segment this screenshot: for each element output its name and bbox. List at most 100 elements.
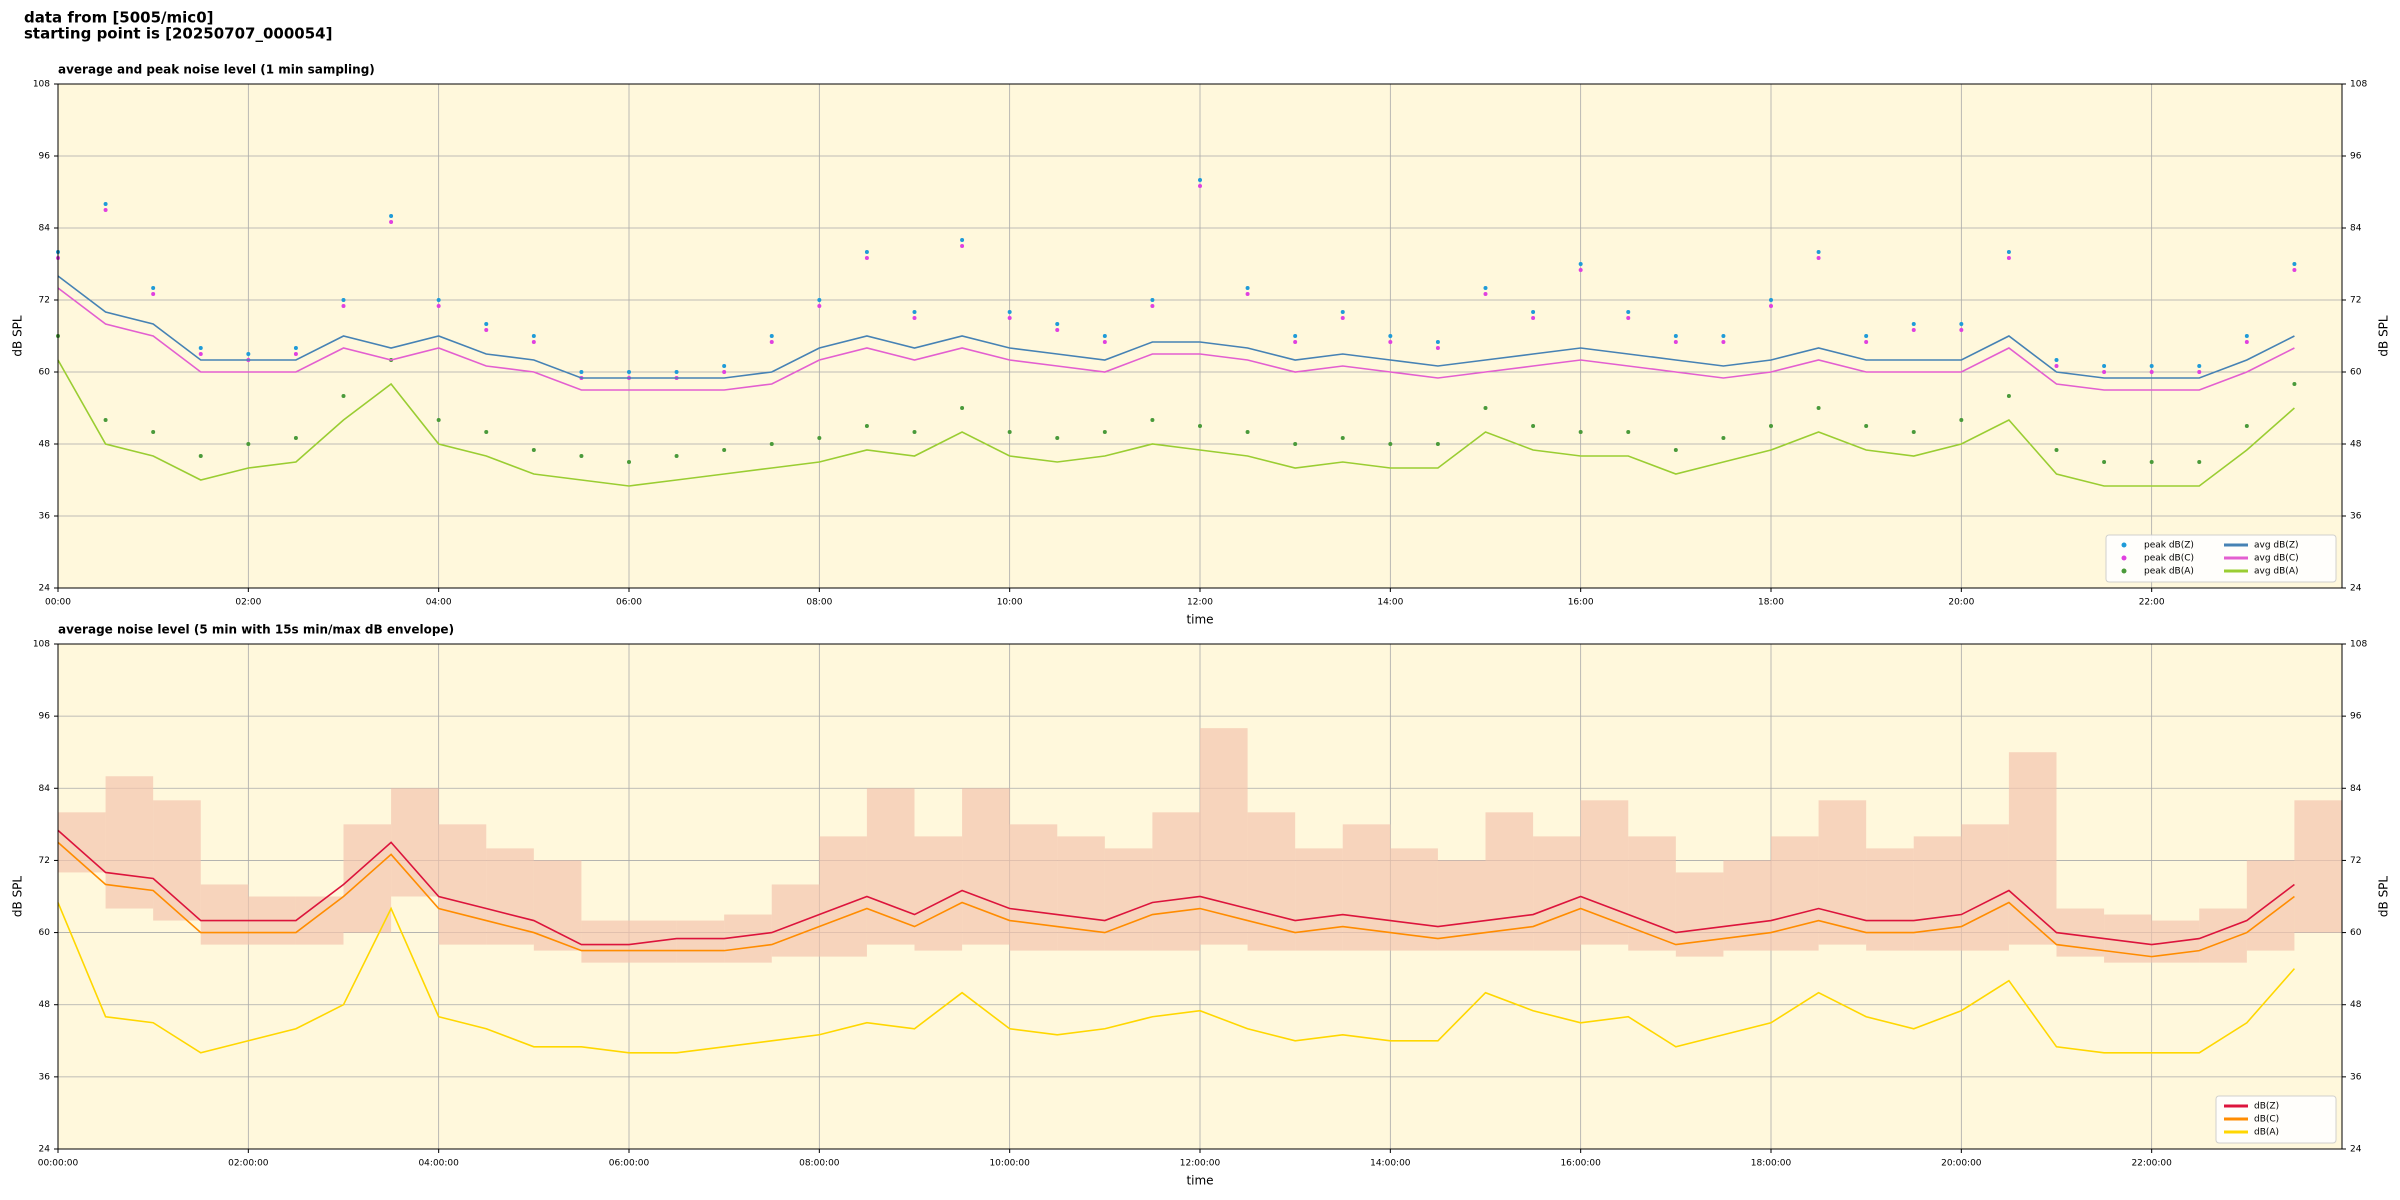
x-tick-label: 20:00 xyxy=(1948,598,1974,608)
x-tick-label: 18:00 xyxy=(1758,598,1784,608)
peak-point xyxy=(1435,346,1440,350)
x-tick-label: 00:00:00 xyxy=(38,1159,79,1169)
peak-point xyxy=(1864,340,1869,344)
peak-point xyxy=(1578,268,1583,272)
peak-point xyxy=(151,430,156,434)
x-tick-label: 02:00:00 xyxy=(228,1159,269,1169)
peak-point xyxy=(1626,316,1631,320)
legend-label: avg dB(A) xyxy=(2254,567,2298,577)
peak-point xyxy=(2102,460,2107,464)
peak-point xyxy=(1293,340,1298,344)
peak-point xyxy=(2244,424,2249,428)
envelope-band xyxy=(1533,836,1581,951)
x-tick-label: 22:00:00 xyxy=(2131,1159,2172,1169)
x-tick-label: 02:00 xyxy=(235,598,261,608)
peak-point xyxy=(1578,262,1583,266)
peak-point xyxy=(1198,178,1202,182)
peak-point xyxy=(341,298,346,302)
peak-point xyxy=(341,394,346,398)
chart-title: average and peak noise level (1 min samp… xyxy=(58,63,375,77)
peak-point xyxy=(1911,328,1916,332)
y-tick-label: 96 xyxy=(39,152,51,162)
peak-point xyxy=(2054,358,2059,362)
y-tick-label: 72 xyxy=(2350,856,2361,866)
peak-point xyxy=(1673,334,1678,338)
peak-point xyxy=(864,424,869,428)
envelope-band xyxy=(1295,848,1343,951)
peak-point xyxy=(2244,340,2249,344)
envelope-band xyxy=(2008,752,2057,945)
plot-frame xyxy=(57,643,2343,1150)
peak-point xyxy=(1959,418,1964,422)
envelope-band xyxy=(819,836,867,957)
peak-point xyxy=(246,352,251,356)
peak-point xyxy=(1055,322,1060,326)
peak-point xyxy=(2149,364,2154,368)
peak-point xyxy=(769,340,774,344)
peak-point xyxy=(1388,340,1393,344)
chart: average noise level (5 min with 15s min/… xyxy=(11,623,2391,1188)
peak-point xyxy=(1673,340,1678,344)
envelope-band xyxy=(1913,836,1962,951)
peak-point xyxy=(436,304,441,308)
peak-point xyxy=(817,298,822,302)
y-tick-label: 60 xyxy=(39,928,51,938)
peak-point xyxy=(1007,316,1012,320)
chart-title: average noise level (5 min with 15s min/… xyxy=(58,623,454,637)
envelope-band xyxy=(391,788,439,897)
peak-point xyxy=(769,334,774,338)
peak-point xyxy=(1864,334,1869,338)
y-tick-label: 108 xyxy=(33,80,50,90)
peak-point xyxy=(1102,340,1107,344)
peak-point xyxy=(1007,310,1012,314)
peak-point xyxy=(103,208,108,212)
peak-point xyxy=(1959,322,1964,326)
peak-point xyxy=(722,448,727,452)
peak-point xyxy=(722,364,727,368)
x-tick-label: 14:00:00 xyxy=(1370,1159,1411,1169)
peak-point xyxy=(579,454,584,458)
peak-point xyxy=(246,442,251,446)
peak-point xyxy=(389,214,394,218)
peak-point xyxy=(1721,436,1726,440)
peak-point xyxy=(103,418,108,422)
peak-point xyxy=(960,238,965,242)
peak-point xyxy=(864,250,869,254)
peak-point xyxy=(1245,430,1250,434)
peak-point xyxy=(1055,328,1060,332)
envelope-band xyxy=(724,914,772,963)
x-tick-label: 08:00 xyxy=(806,598,832,608)
x-tick-label: 22:00 xyxy=(2139,598,2165,608)
peak-point xyxy=(389,220,394,224)
y-tick-label: 72 xyxy=(39,296,50,306)
legend-marker xyxy=(2121,542,2127,548)
x-tick-label: 16:00 xyxy=(1568,598,1594,608)
envelope-band xyxy=(1675,872,1724,957)
y-tick-label: 96 xyxy=(39,712,51,722)
peak-point xyxy=(1293,334,1298,338)
legend-label: avg dB(Z) xyxy=(2254,541,2299,551)
legend-label: dB(A) xyxy=(2254,1128,2279,1138)
legend-marker xyxy=(2121,568,2127,574)
x-tick-label: 00:00 xyxy=(45,598,71,608)
series-line xyxy=(57,287,2295,391)
peak-point xyxy=(769,442,774,446)
y-tick-label: 84 xyxy=(2350,784,2362,794)
envelope-band xyxy=(2104,914,2152,963)
peak-point xyxy=(1388,334,1393,338)
envelope-band xyxy=(2056,908,2105,957)
envelope-band xyxy=(2294,800,2342,933)
peak-point xyxy=(151,286,156,290)
peak-point xyxy=(341,304,346,308)
envelope-band xyxy=(1009,824,1058,951)
envelope-band xyxy=(866,788,915,945)
peak-point xyxy=(1435,340,1440,344)
peak-point xyxy=(1150,298,1155,302)
envelope-band xyxy=(2246,860,2295,951)
peak-point xyxy=(2006,394,2011,398)
series-line xyxy=(57,841,2295,958)
peak-point xyxy=(1388,442,1393,446)
envelope-band xyxy=(676,920,725,963)
y-tick-label: 72 xyxy=(2350,296,2361,306)
